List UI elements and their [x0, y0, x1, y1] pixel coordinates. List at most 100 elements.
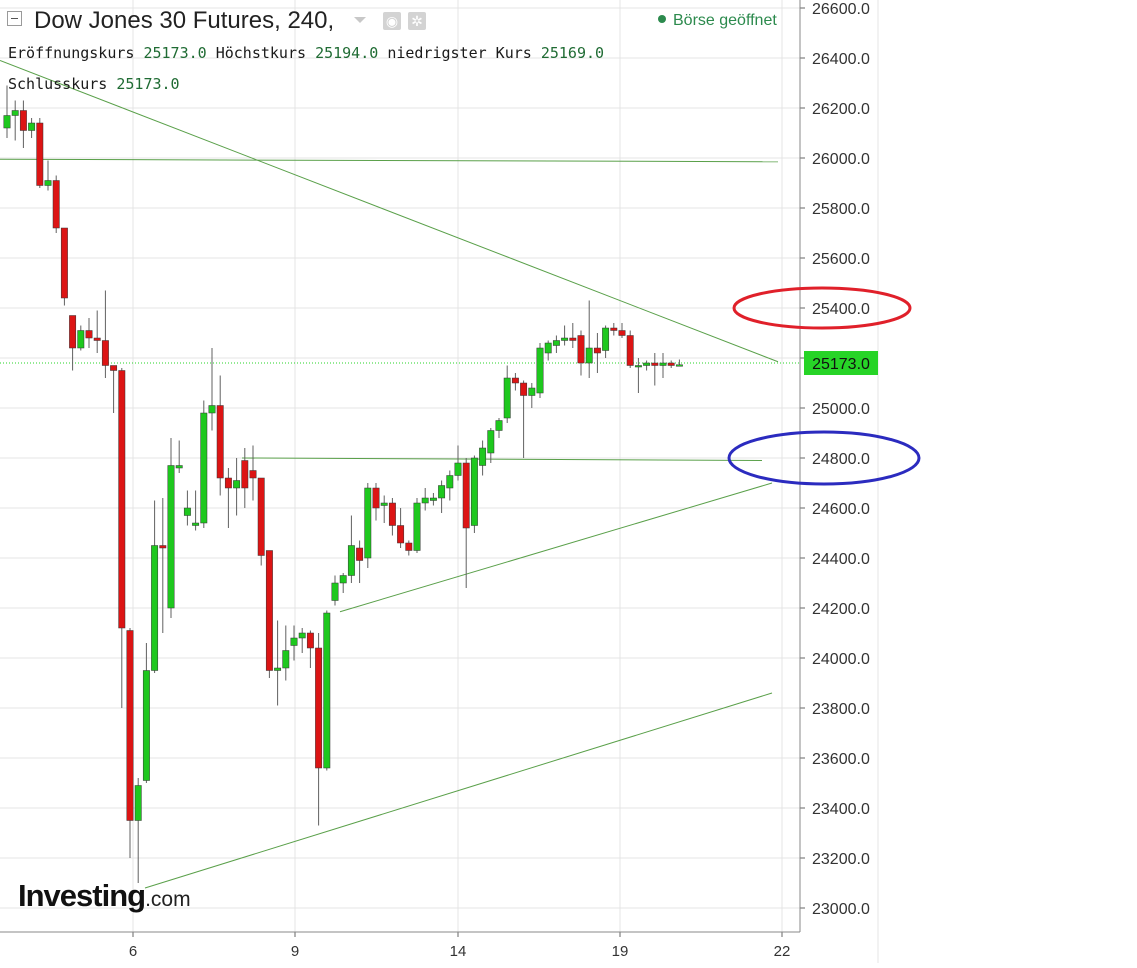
y-tick-label: 24400.0 — [812, 551, 870, 568]
candle-body-up — [331, 582, 339, 601]
candle — [651, 353, 659, 386]
low-label: niedrigster Kurs — [387, 44, 532, 62]
candle-body-down — [667, 362, 675, 366]
status-dot-icon — [658, 15, 666, 23]
ellipse-red-annotation — [732, 286, 912, 330]
candle — [585, 300, 593, 378]
candle — [208, 348, 216, 431]
candle-body-up — [429, 497, 437, 501]
candle — [675, 359, 683, 367]
candle-body-down — [569, 337, 577, 341]
y-tick-label: 25400.0 — [812, 301, 870, 318]
y-tick-label: 24600.0 — [812, 501, 870, 518]
candle-body-down — [651, 362, 659, 366]
low-value: 25169.0 — [540, 44, 605, 62]
candle — [429, 493, 437, 506]
ellipse-blue-annotation — [727, 430, 921, 486]
candle — [290, 625, 298, 661]
x-tick-label: 14 — [450, 943, 467, 960]
chart-header: Dow Jones 30 Futures, 240, ◉ ✲ Börse geö… — [0, 0, 800, 100]
candle-body-down — [405, 542, 413, 551]
candle — [200, 400, 208, 528]
candle-body-up — [134, 785, 142, 821]
candle — [142, 643, 150, 783]
candle — [224, 468, 232, 528]
collapse-icon[interactable] — [7, 11, 22, 26]
candle — [454, 445, 462, 481]
candle — [3, 85, 11, 138]
candle — [274, 620, 282, 706]
investing-logo: Investing.com — [18, 878, 191, 914]
trendline-lower-support — [144, 692, 773, 889]
candle — [118, 368, 126, 708]
y-tick-label: 23000.0 — [812, 901, 870, 918]
candle-body-up — [552, 340, 560, 346]
candle-body-up — [77, 330, 85, 349]
x-tick-label: 19 — [612, 943, 629, 960]
candle-body-down — [69, 315, 77, 349]
candle-body-up — [602, 327, 610, 351]
candle — [28, 118, 36, 138]
x-tick-label: 9 — [291, 943, 299, 960]
candle — [298, 628, 306, 653]
candle — [610, 323, 618, 336]
last-price-label: 25173.0 — [812, 356, 870, 373]
candle-body-down — [593, 347, 601, 354]
candle-body-down — [618, 330, 626, 336]
candle-body-down — [93, 337, 101, 341]
y-tick-label: 23600.0 — [812, 751, 870, 768]
candle — [134, 778, 142, 883]
candle-body-down — [159, 545, 167, 549]
candle-body-up — [585, 347, 593, 364]
open-value: 25173.0 — [143, 44, 207, 62]
candle-body-down — [126, 630, 134, 821]
y-tick-label: 24200.0 — [812, 601, 870, 618]
y-tick-label: 25000.0 — [812, 401, 870, 418]
gear-icon[interactable]: ✲ — [408, 12, 426, 30]
candle-body-up — [536, 347, 544, 394]
candle — [413, 498, 421, 553]
chevron-down-icon[interactable] — [354, 17, 366, 23]
candle-body-up — [659, 362, 667, 366]
trendline-upper-resistance — [0, 60, 779, 363]
horizontal-line-26000 — [0, 158, 779, 163]
candle-body-up — [290, 637, 298, 646]
close-value: 25173.0 — [116, 75, 180, 93]
candle-body-up — [167, 465, 175, 609]
y-tick-label: 23800.0 — [812, 701, 870, 718]
candle-body-down — [397, 525, 405, 544]
candle-body-up — [421, 497, 429, 504]
candle-body-up — [446, 475, 454, 489]
candle-body-up — [233, 480, 241, 489]
candle — [462, 458, 470, 588]
candle-body-up — [200, 412, 208, 524]
candle-body-down — [356, 547, 364, 561]
candle-body-down — [241, 460, 249, 489]
candle-body-down — [315, 647, 323, 769]
candle — [257, 477, 265, 566]
candle-body-up — [274, 667, 282, 671]
candle-body-up — [495, 420, 503, 431]
y-tick-label: 24800.0 — [812, 451, 870, 468]
eye-icon[interactable]: ◉ — [383, 12, 401, 30]
candle-body-down — [577, 335, 585, 364]
candle-body-up — [323, 612, 331, 769]
candle-body-down — [511, 377, 519, 384]
candle — [159, 498, 167, 633]
logo-text: Investing — [18, 878, 146, 913]
candle — [438, 480, 446, 513]
candle — [36, 118, 44, 188]
candle-body-up — [643, 362, 651, 366]
trendline-upper-support — [339, 482, 773, 613]
candle-body-up — [192, 522, 200, 526]
y-tick-label: 25800.0 — [812, 201, 870, 218]
candle-body-up — [675, 364, 683, 367]
candle — [618, 323, 626, 338]
x-tick-label: 22 — [774, 943, 791, 960]
candle — [421, 488, 429, 511]
candle — [446, 470, 454, 501]
candle-body-up — [208, 405, 216, 414]
candle — [643, 360, 651, 371]
candle — [52, 175, 60, 233]
